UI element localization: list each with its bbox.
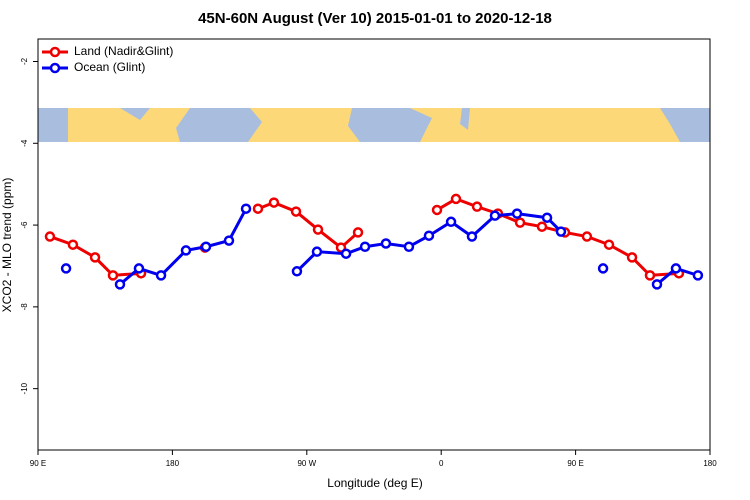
legend-marker: [49, 46, 61, 58]
y-tick-label: -2: [20, 57, 29, 65]
data-point: [44, 231, 56, 242]
data-point: [471, 201, 483, 212]
y-tick-label: -6: [20, 221, 29, 229]
data-point: [312, 224, 324, 235]
data-point: [514, 217, 526, 228]
data-point: [466, 231, 478, 242]
data-point: [114, 279, 126, 290]
legend-marker: [49, 62, 61, 74]
x-tick-label: 90 W: [297, 459, 316, 468]
data-point: [450, 193, 462, 205]
data-point: [290, 206, 302, 217]
data-point: [107, 270, 119, 281]
data-point: [180, 245, 192, 256]
chart-title: 45N-60N August (Ver 10) 2015-01-01 to 20…: [198, 10, 552, 27]
data-point: [340, 248, 352, 259]
data-point: [67, 239, 79, 250]
x-tick-label: 180: [703, 459, 717, 468]
data-point: [403, 241, 415, 252]
data-point: [431, 204, 443, 216]
map-band: [38, 108, 710, 142]
data-point: [511, 208, 523, 219]
y-tick-label: -8: [20, 303, 29, 311]
data-point: [155, 270, 167, 281]
data-point: [651, 279, 663, 290]
data-point: [60, 263, 72, 274]
x-tick-label: 0: [439, 459, 444, 468]
data-point: [200, 241, 212, 252]
data-point: [536, 221, 548, 232]
y-axis-label: XCO2 - MLO trend (ppm): [0, 178, 14, 313]
series-line: [257, 200, 360, 250]
data-point: [223, 235, 235, 246]
data-point: [581, 231, 593, 242]
data-point: [240, 203, 252, 214]
data-point: [670, 263, 682, 274]
data-point: [597, 263, 609, 274]
data-point: [644, 270, 656, 281]
data-point: [541, 212, 553, 223]
data-point: [626, 252, 638, 263]
x-tick-label: 90 E: [567, 459, 583, 468]
data-point: [252, 203, 264, 214]
plot-frame: [37, 38, 711, 451]
x-tick-label: 90 E: [30, 459, 46, 468]
data-point: [603, 239, 615, 250]
data-point: [89, 252, 101, 263]
data-point: [352, 227, 364, 238]
data-point: [423, 230, 435, 241]
data-point: [489, 210, 501, 221]
data-point: [692, 270, 704, 281]
y-tick-label: -10: [20, 382, 29, 394]
legend-label: Land (Nadir&Glint): [74, 44, 173, 58]
data-point: [268, 197, 280, 208]
data-point: [380, 238, 392, 249]
data-point: [359, 241, 371, 252]
data-point: [291, 266, 303, 277]
data-point: [555, 226, 567, 237]
data-point: [311, 246, 323, 257]
data-point: [445, 216, 457, 228]
data-point: [133, 263, 145, 274]
y-tick-label: -4: [20, 139, 29, 147]
x-axis-label: Longitude (deg E): [327, 476, 422, 490]
x-tick-label: 180: [166, 459, 180, 468]
legend-label: Ocean (Glint): [74, 60, 145, 74]
